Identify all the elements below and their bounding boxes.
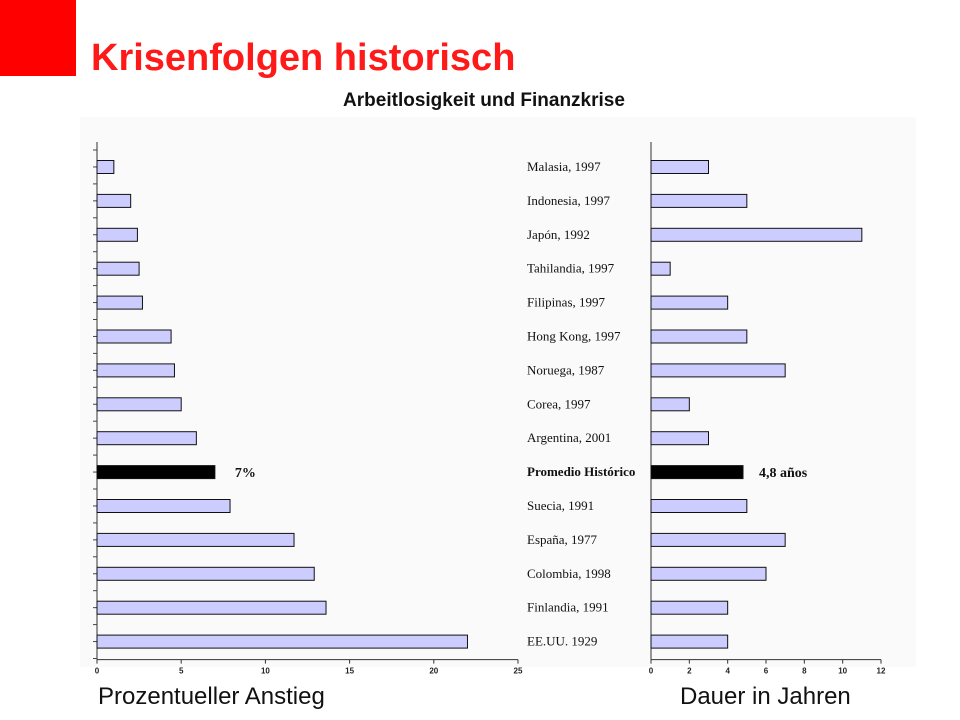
- right-bar: [650, 431, 709, 446]
- right-bar: [650, 465, 744, 480]
- right-category-label: Colombia, 1998: [527, 566, 611, 581]
- right-bar-chart: 0 2 4 6 8 10 12 Malasia, 1997 Indonesia, 1997 Jap…: [527, 142, 886, 676]
- left-bar: [96, 227, 138, 242]
- left-bar: [96, 160, 115, 174]
- right-x-tick-label: 2: [687, 667, 692, 676]
- left-bar-chart: 0 5 10 15 20 25 7%: [93, 142, 523, 676]
- left-bar: [96, 600, 327, 615]
- left-bar: [96, 532, 295, 547]
- right-bar: [650, 634, 729, 649]
- right-x-tick-label: 8: [802, 667, 807, 676]
- right-x-tick-label: 4: [725, 667, 730, 676]
- left-bar: [96, 329, 172, 344]
- right-average-label: 4,8 años: [759, 466, 808, 481]
- right-category-label: Corea, 1997: [527, 396, 591, 411]
- right-category-label: Malasia, 1997: [527, 159, 601, 174]
- right-category-label: Hong Kong, 1997: [527, 329, 621, 344]
- right-category-label: EE.UU. 1929: [527, 634, 597, 649]
- right-category-label: Suecia, 1991: [527, 498, 594, 513]
- left-x-tick-label: 10: [261, 667, 270, 676]
- left-bar: [96, 363, 175, 378]
- left-bar: [96, 397, 182, 412]
- right-bar: [650, 160, 709, 174]
- left-bar: [96, 431, 197, 446]
- right-bar: [650, 193, 748, 208]
- right-bar: [650, 295, 729, 310]
- left-bar: [96, 295, 143, 310]
- right-category-label: Promedio Histórico: [527, 464, 635, 479]
- right-bar: [650, 227, 863, 242]
- right-bar: [650, 566, 767, 581]
- right-x-tick-label: 0: [649, 667, 654, 676]
- left-bar: [96, 634, 468, 649]
- right-bar: [650, 363, 786, 378]
- right-category-label: Japón, 1992: [527, 227, 590, 242]
- right-category-label: Argentina, 2001: [527, 430, 611, 445]
- right-bar: [650, 261, 671, 276]
- right-x-tick-label: 6: [764, 667, 769, 676]
- left-axis-caption: Prozentueller Anstieg: [98, 683, 325, 710]
- right-category-label: España, 1977: [527, 532, 598, 547]
- right-x-tick-label: 10: [838, 667, 847, 676]
- right-bar: [650, 499, 748, 513]
- right-axis-caption: Dauer in Jahren: [680, 683, 851, 710]
- slide-subtitle: Arbeitlosigkeit und Finanzkrise: [0, 90, 960, 112]
- left-bar: [96, 465, 216, 480]
- right-bar: [650, 600, 729, 615]
- right-x-tick-label: 12: [877, 667, 886, 676]
- left-bar: [96, 193, 132, 208]
- right-bar: [650, 397, 690, 412]
- left-x-tick-label: 5: [179, 667, 184, 676]
- right-category-label: Filipinas, 1997: [527, 295, 606, 310]
- left-x-tick-label: 20: [429, 667, 438, 676]
- slide-title: Krisenfolgen historisch: [91, 37, 516, 79]
- left-bar: [96, 261, 140, 276]
- left-average-label: 7%: [235, 466, 256, 481]
- right-category-label: Finlandia, 1991: [527, 600, 609, 615]
- right-bar: [650, 329, 748, 344]
- slide-subtitle-text: Arbeitlosigkeit und Finanzkrise: [343, 90, 625, 111]
- brand-red-block: [0, 0, 76, 76]
- right-category-label: Tahilandia, 1997: [527, 261, 615, 276]
- left-bar: [96, 566, 315, 581]
- right-category-label: Noruega, 1987: [527, 362, 605, 377]
- right-category-label: Indonesia, 1997: [527, 193, 611, 208]
- left-x-tick-label: 0: [95, 667, 100, 676]
- left-x-tick-label: 15: [345, 667, 354, 676]
- left-bar: [96, 499, 231, 513]
- right-bar: [650, 532, 786, 547]
- chart-image-background: [80, 117, 916, 667]
- left-x-tick-label: 25: [514, 667, 523, 676]
